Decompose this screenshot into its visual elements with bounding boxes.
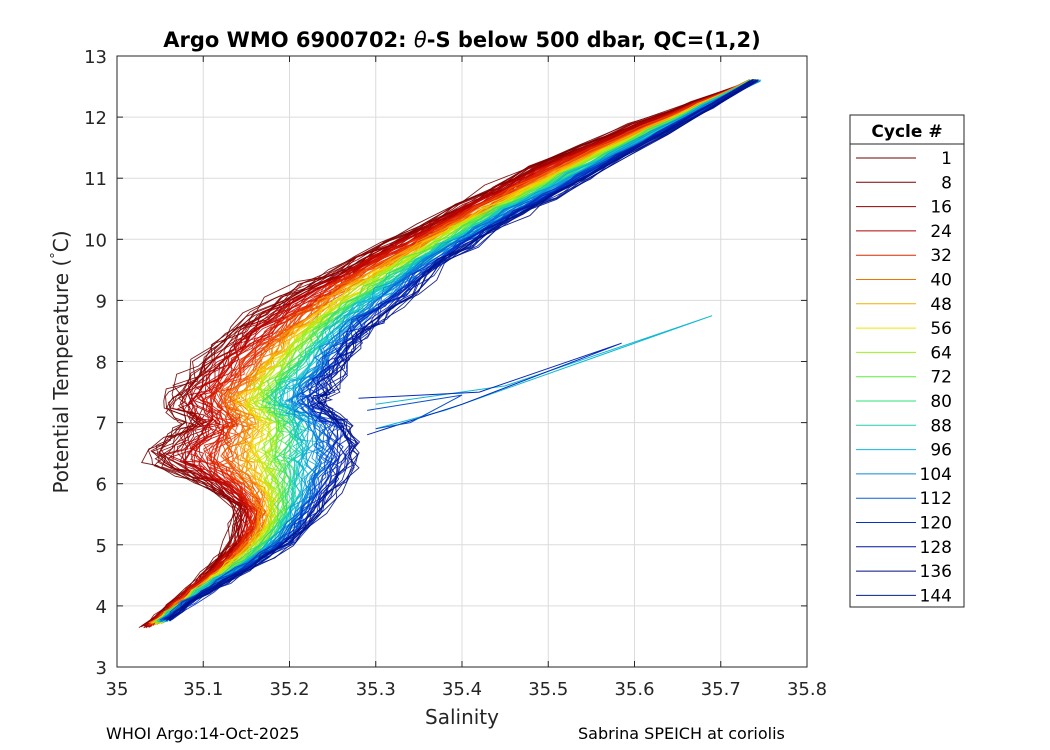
legend-label: 80 <box>930 392 952 412</box>
chart-title-theta: θ <box>414 28 427 52</box>
y-axis-label-suffix: C) <box>49 230 73 252</box>
cycle-profile-line <box>145 80 754 627</box>
x-tick-label: 35.5 <box>528 679 568 700</box>
y-tick-label: 11 <box>84 169 107 190</box>
x-tick-label: 35 <box>106 679 129 700</box>
chart-title-prefix: Argo WMO 6900702: <box>163 28 414 52</box>
legend-label: 40 <box>930 271 952 291</box>
cycle-profile-line <box>158 79 751 623</box>
profile-curves <box>138 78 762 629</box>
legend-label: 56 <box>930 319 952 339</box>
legend-label: 112 <box>920 489 952 509</box>
y-tick-label: 13 <box>84 47 107 68</box>
cycle-profile-line <box>165 79 754 621</box>
y-tick-label: 3 <box>96 658 107 679</box>
x-tick-label: 35.7 <box>701 679 741 700</box>
y-axis-label-degree: ° <box>49 252 64 259</box>
x-tick-label: 35.4 <box>442 679 482 700</box>
chart-title: Argo WMO 6900702: θ-S below 500 dbar, QC… <box>163 28 760 52</box>
legend-label: 32 <box>930 246 952 266</box>
legend-entries: 1 8 16 24 32 40 48 56 64 72 80 88 96 104 112 120 128 136 1… <box>856 149 952 606</box>
legend-label: 8 <box>941 173 952 193</box>
y-axis-label-prefix: Potential Temperature ( <box>49 259 73 494</box>
legend-label: 72 <box>930 368 952 388</box>
footer-credit-left: WHOI Argo:14-Oct-2025 <box>106 724 300 743</box>
legend-label: 24 <box>930 222 952 242</box>
x-tick-label: 35.3 <box>356 679 396 700</box>
legend-label: 48 <box>930 295 952 315</box>
cycle-profile-line <box>160 80 755 623</box>
legend-label: 136 <box>920 562 952 582</box>
y-tick-label: 8 <box>96 353 107 374</box>
legend-label: 144 <box>920 586 952 606</box>
chart-title-suffix: -S below 500 dbar, QC=(1,2) <box>427 28 761 52</box>
x-tick-label: 35.1 <box>183 679 223 700</box>
y-tick-label: 5 <box>96 536 107 557</box>
y-tick-label: 7 <box>96 414 107 435</box>
legend: Cycle # 1 8 16 24 32 40 48 56 64 72 80 88 96 104 112 12… <box>849 114 965 608</box>
x-tick-label: 35.6 <box>614 679 654 700</box>
legend-title: Cycle # <box>871 122 942 142</box>
y-tick-label: 12 <box>84 108 107 129</box>
legend-label: 128 <box>920 538 952 558</box>
legend-label: 120 <box>920 514 952 534</box>
legend-label: 64 <box>930 343 952 363</box>
cycle-profile-spike <box>367 394 463 430</box>
footer-credit-right: Sabrina SPEICH at coriolis <box>578 724 785 743</box>
y-tick-label: 10 <box>84 230 107 251</box>
cycle-profile-spike <box>358 342 622 436</box>
x-tick-label: 35.2 <box>269 679 309 700</box>
x-tick-label: 35.8 <box>787 679 827 700</box>
cycle-profile-line <box>153 79 753 623</box>
x-axis-label: Salinity <box>425 705 499 729</box>
legend-label: 104 <box>920 465 952 485</box>
y-tick-label: 4 <box>96 597 107 618</box>
cycle-profile-line <box>162 80 756 624</box>
legend-label: 1 <box>941 149 952 169</box>
legend-label: 16 <box>930 198 952 218</box>
cycle-profile-line <box>168 80 757 620</box>
cycle-profile-line <box>168 79 755 619</box>
legend-label: 88 <box>930 416 952 436</box>
legend-box <box>849 114 965 608</box>
legend-label: 96 <box>930 441 952 461</box>
y-axis-label: Potential Temperature (°C) <box>49 230 73 493</box>
axis-ticks: 35 35.1 35.2 35.3 35.4 35.5 35.6 35.7 35.8 3 4 5 6 7 8… <box>84 47 827 700</box>
cycle-profile-line <box>169 80 758 621</box>
cycle-profile-line <box>148 79 754 627</box>
y-tick-label: 9 <box>96 291 107 312</box>
y-tick-label: 6 <box>96 475 107 496</box>
